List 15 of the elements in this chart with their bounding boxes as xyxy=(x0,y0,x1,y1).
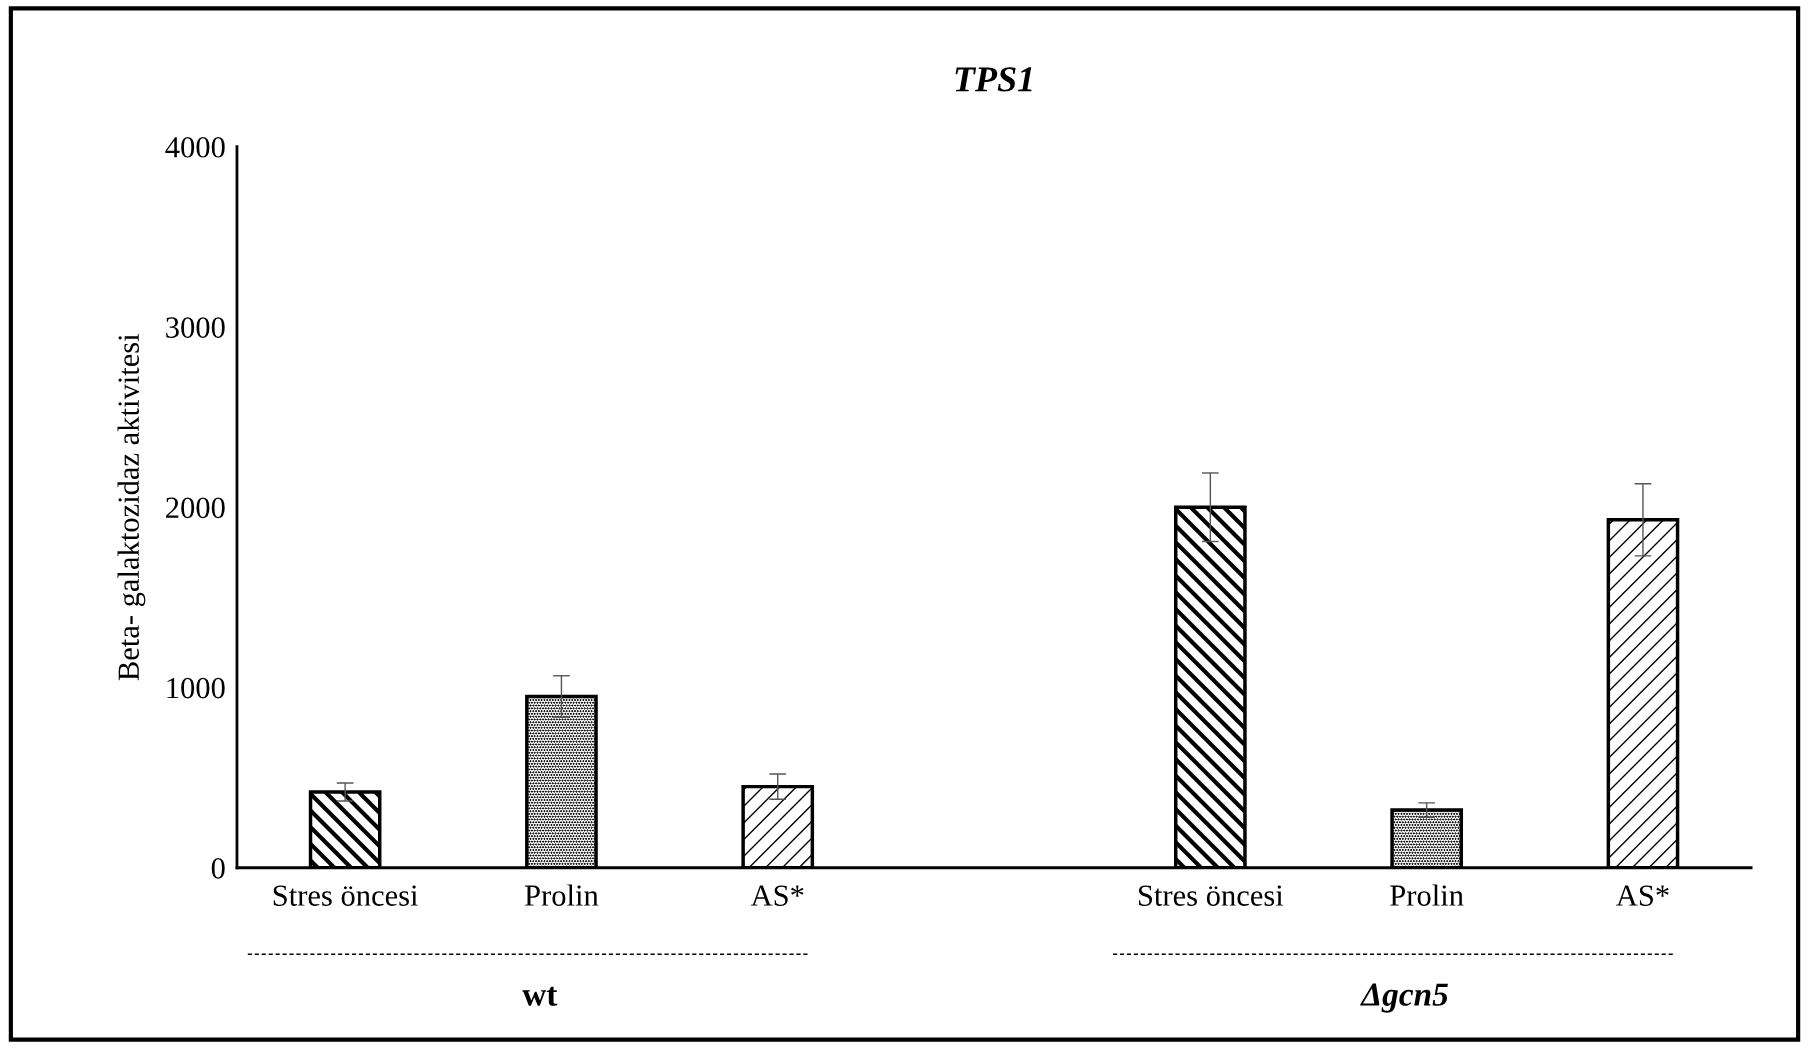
text: Δgcn5 xyxy=(1360,983,1448,1013)
y-tick-label: 1000 xyxy=(167,677,225,699)
y-tick-label: 0 xyxy=(211,858,225,879)
x-tick-label: Stres öncesi xyxy=(273,885,418,906)
x-tick-label: AS* xyxy=(1616,885,1669,906)
y-axis-title: Beta- galaktozidaz aktivitesi xyxy=(117,333,146,681)
x-tick-label: Stres öncesi xyxy=(1138,885,1284,906)
text: wt xyxy=(522,986,558,1006)
chart-title: TPS1 xyxy=(955,67,1032,92)
y-tick-label: 3000 xyxy=(166,317,225,338)
y-tick-label: 4000 xyxy=(165,137,225,158)
x-tick-label: Prolin xyxy=(524,884,599,906)
y-tick-label: 2000 xyxy=(166,497,225,519)
x-tick-label: AS* xyxy=(750,885,804,906)
x-tick-label: Prolin xyxy=(1390,884,1464,906)
